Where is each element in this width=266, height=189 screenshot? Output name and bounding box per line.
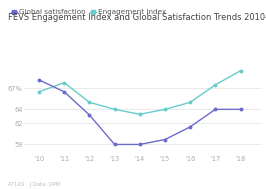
- Legend: Global satisfaction, Engagement Index: Global satisfaction, Engagement Index: [11, 9, 166, 15]
- Text: ATLAS   | Data: OPM: ATLAS | Data: OPM: [8, 182, 60, 187]
- Text: FEVS Engagement Index and Global Satisfaction Trends 2010-2018: FEVS Engagement Index and Global Satisfa…: [8, 13, 266, 22]
